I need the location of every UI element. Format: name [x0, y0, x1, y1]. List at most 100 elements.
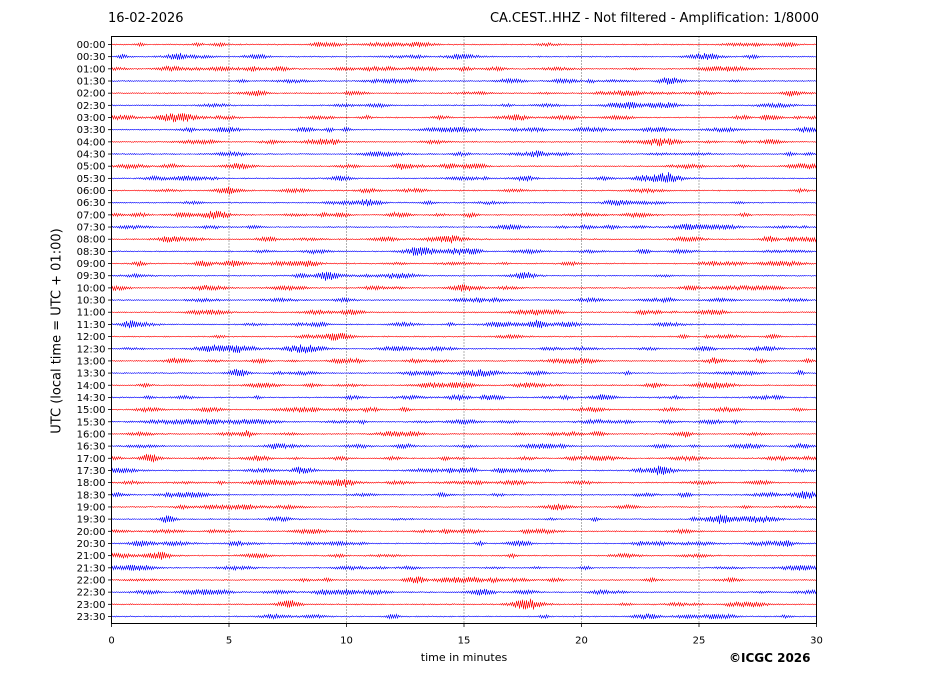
trace-1400 [111, 381, 817, 389]
trace-1600 [111, 430, 817, 438]
trace-1800 [111, 479, 817, 488]
copyright-credit: ©ICGC 2026 [729, 651, 811, 665]
y-tick-label: 07:00 [77, 210, 106, 221]
trace-1500 [111, 406, 817, 414]
trace-2330 [111, 613, 817, 621]
y-tick-label: 11:00 [77, 308, 106, 319]
y-tick-label: 17:30 [77, 466, 106, 477]
y-tick-label: 23:30 [77, 612, 106, 623]
trace-0330 [111, 126, 817, 134]
y-tick-label: 04:00 [77, 137, 106, 148]
y-tick-label: 20:00 [77, 527, 106, 538]
trace-2100 [111, 551, 817, 560]
trace-1900 [111, 503, 817, 511]
trace-0230 [111, 101, 817, 110]
y-tick-label: 06:00 [77, 186, 106, 197]
trace-1030 [111, 296, 817, 304]
y-tick-label: 03:30 [77, 125, 106, 136]
y-tick-label: 02:00 [77, 89, 106, 100]
x-tick-label: 30 [810, 636, 823, 647]
trace-0830 [111, 247, 817, 256]
trace-0900 [111, 260, 817, 268]
trace-2300 [111, 598, 817, 610]
y-tick-label: 09:00 [77, 259, 106, 270]
trace-0000 [111, 41, 817, 48]
y-tick-label: 14:00 [77, 381, 106, 392]
y-tick-label: 11:30 [77, 320, 106, 331]
y-tick-label: 08:30 [77, 247, 106, 258]
trace-2200 [111, 576, 817, 584]
y-tick-label: 20:30 [77, 539, 106, 550]
y-tick-label: 14:30 [77, 393, 106, 404]
y-tick-label: 00:30 [77, 52, 106, 63]
y-axis-label: UTC (local time = UTC + 01:00) [49, 228, 65, 434]
y-tick-label: 16:00 [77, 429, 106, 440]
y-tick-label: 06:30 [77, 198, 106, 209]
y-tick-label: 21:00 [77, 551, 106, 562]
y-tick-label: 12:00 [77, 332, 106, 343]
trace-1130 [111, 319, 817, 329]
x-tick-label: 10 [340, 636, 353, 647]
y-tick-label: 04:30 [77, 150, 106, 161]
y-tick-label: 05:00 [77, 162, 106, 173]
y-tick-label: 18:30 [77, 490, 106, 501]
y-tick-label: 22:00 [77, 575, 106, 586]
trace-0030 [111, 52, 817, 61]
y-tick-label: 17:00 [77, 454, 106, 465]
trace-2030 [111, 539, 817, 547]
x-tick-label: 0 [108, 636, 114, 647]
y-tick-label: 18:00 [77, 478, 106, 489]
trace-0400 [111, 138, 817, 147]
trace-0130 [111, 77, 817, 85]
y-tick-label: 21:30 [77, 563, 106, 574]
y-tick-label: 13:30 [77, 369, 106, 380]
chart-title: CA.CEST..HHZ - Not filtered - Amplificat… [489, 11, 819, 26]
trace-1530 [111, 418, 817, 426]
trace-2130 [111, 564, 817, 572]
trace-0630 [111, 199, 817, 207]
y-tick-label: 00:00 [77, 40, 106, 51]
trace-0100 [111, 65, 817, 73]
trace-2000 [111, 527, 817, 535]
y-tick-label: 22:30 [77, 588, 106, 599]
trace-1230 [111, 344, 817, 354]
trace-2230 [111, 588, 817, 596]
trace-0930 [111, 271, 817, 281]
trace-0600 [111, 186, 817, 195]
trace-0430 [111, 150, 817, 158]
y-tick-label: 02:30 [77, 101, 106, 112]
y-tick-label: 16:30 [77, 442, 106, 453]
y-tick-label: 15:00 [77, 405, 106, 416]
y-tick-label: 19:30 [77, 515, 106, 526]
y-tick-label: 19:00 [77, 502, 106, 513]
x-tick-label: 20 [575, 636, 588, 647]
chart-date: 16-02-2026 [108, 11, 184, 26]
x-ticks: 0 5 10 15 20 25 30 [108, 623, 823, 647]
x-tick-label: 15 [458, 636, 471, 647]
y-tick-label: 23:00 [77, 600, 106, 611]
trace-1430 [111, 393, 817, 401]
trace-0700 [111, 210, 817, 220]
seismic-traces [111, 41, 817, 621]
y-tick-label: 09:30 [77, 271, 106, 282]
x-axis-label: time in minutes [420, 651, 508, 664]
trace-0300 [111, 113, 817, 123]
y-tick-label: 07:30 [77, 223, 106, 234]
trace-1730 [111, 465, 817, 476]
y-tick-label: 01:00 [77, 64, 106, 75]
trace-1100 [111, 308, 817, 316]
trace-1830 [111, 490, 817, 499]
trace-1630 [111, 442, 817, 450]
trace-1000 [111, 284, 817, 292]
trace-1700 [111, 453, 817, 463]
trace-1200 [111, 332, 817, 341]
trace-1300 [111, 357, 817, 365]
y-tick-label: 01:30 [77, 77, 106, 88]
trace-0730 [111, 223, 817, 231]
trace-0530 [111, 172, 817, 183]
y-tick-label: 13:00 [77, 356, 106, 367]
trace-1930 [111, 514, 817, 525]
trace-0800 [111, 235, 817, 244]
